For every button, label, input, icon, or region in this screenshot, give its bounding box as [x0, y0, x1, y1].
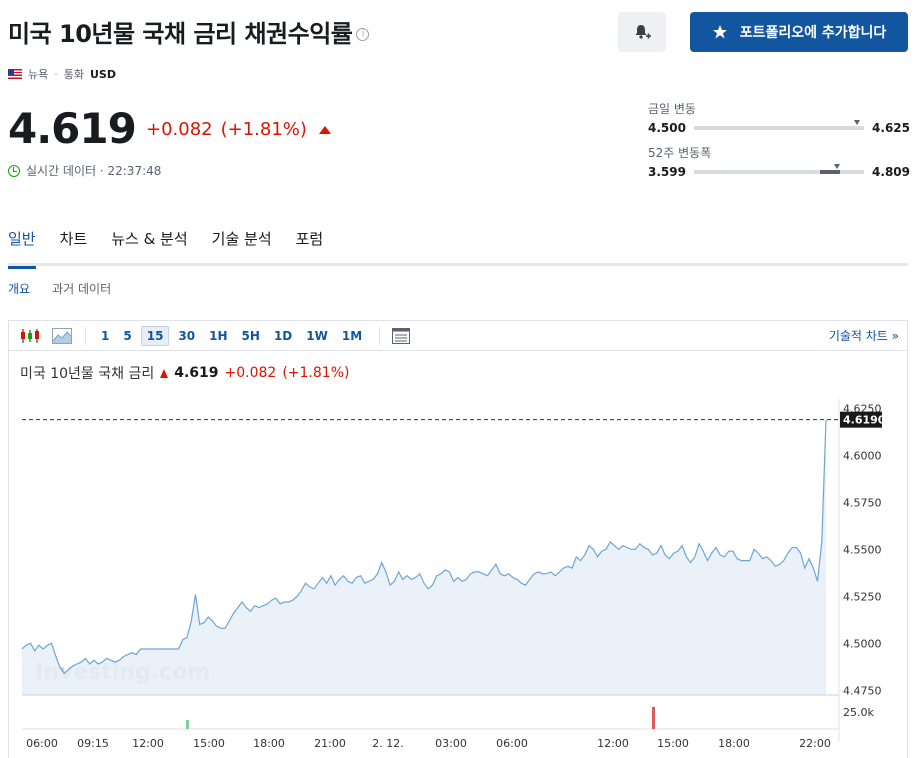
currency-label: 통화 [63, 68, 84, 81]
interval-1w[interactable]: 1W [306, 328, 328, 343]
main-tabs: 일반 차트 뉴스 & 분석 기술 분석 포럼 [8, 228, 908, 269]
chart-price: 4.619 [174, 365, 219, 381]
table-icon[interactable] [390, 327, 412, 345]
y-tick-label: 4.5500 [843, 543, 882, 556]
candlestick-icon[interactable] [19, 327, 41, 345]
week52-range-low: 3.599 [648, 165, 686, 179]
up-arrow-icon [160, 368, 169, 378]
day-range-bar [693, 120, 865, 130]
interval-5[interactable]: 5 [123, 328, 132, 343]
x-tick-label: 21:00 [314, 737, 346, 750]
last-price: 4.619 [8, 104, 137, 153]
x-tick-label: 06:00 [496, 737, 528, 750]
interval-30[interactable]: 30 [178, 328, 196, 343]
alert-button[interactable] [618, 12, 666, 52]
day-range-high: 4.625 [872, 121, 910, 135]
add-to-portfolio-label: 포트폴리오에 추가합니다 [739, 25, 887, 41]
x-tick-label: 09:15 [77, 737, 109, 750]
toolbar-divider [85, 326, 86, 345]
day-range-label: 금일 변동 [648, 102, 696, 116]
page-title: 미국 10년물 국채 금리 채권수익률 i [8, 14, 370, 49]
tab-overview[interactable]: 일반 [8, 228, 36, 269]
realtime-label: 실시간 데이터 · 22:37:48 [26, 164, 162, 178]
sub-tabs: 개요 과거 데이터 [8, 280, 111, 297]
volume-bar [652, 707, 655, 729]
x-tick-label: 18:00 [718, 737, 750, 750]
y-tick-label: 4.5750 [843, 496, 882, 509]
chart-instrument-name: 미국 10년물 국채 금리 [20, 366, 155, 382]
x-tick-label: 22:00 [799, 737, 831, 750]
price-chart[interactable]: Investing.com4.62504.60004.57504.55004.5… [9, 321, 909, 758]
x-tick-label: 12:00 [132, 737, 164, 750]
last-value-label: 4.6190 [843, 414, 886, 427]
chart-widget: 1 5 15 30 1H 5H 1D 1W 1M 기술적 차트 » 미국 10년… [8, 320, 908, 758]
add-to-portfolio-button[interactable]: 포트폴리오에 추가합니다 [690, 12, 908, 52]
week52-range-high: 4.809 [872, 165, 910, 179]
x-tick-label: 15:00 [657, 737, 689, 750]
interval-1[interactable]: 1 [101, 328, 110, 343]
week52-range-fill [819, 170, 841, 174]
day-range-marker [854, 120, 861, 125]
y-tick-label: 4.6000 [843, 449, 882, 462]
last-value-box [840, 411, 882, 428]
tab-technical-analysis[interactable]: 기술 분석 [211, 230, 272, 248]
y-tick-label: 4.5000 [843, 637, 882, 650]
subtab-historical-data[interactable]: 과거 데이터 [52, 282, 112, 296]
chart-toolbar: 1 5 15 30 1H 5H 1D 1W 1M 기술적 차트 » [9, 321, 907, 351]
currency-value: USD [90, 67, 116, 81]
day-range-low: 4.500 [648, 121, 686, 135]
up-arrow-icon [318, 125, 331, 134]
chart-legend: 미국 10년물 국채 금리 4.619 +0.082 (+1.81%) [20, 363, 349, 383]
interval-1h[interactable]: 1H [209, 328, 228, 343]
subtab-summary[interactable]: 개요 [8, 282, 31, 296]
tab-news-analysis[interactable]: 뉴스 & 분석 [111, 230, 188, 248]
day-range: 금일 변동 4.500 4.625 [648, 100, 910, 135]
price-change: +0.082 (+1.81%) [146, 119, 331, 140]
week52-range-label: 52주 변동폭 [648, 146, 712, 160]
change-percent: (+1.81%) [220, 119, 307, 140]
star-icon [712, 25, 727, 39]
x-tick-label: 18:00 [253, 737, 285, 750]
area-chart-icon[interactable] [51, 327, 73, 345]
technical-chart-link[interactable]: 기술적 차트 » [828, 329, 899, 343]
meta-separator: · [54, 67, 58, 81]
x-tick-label: 2. 12. [372, 737, 404, 750]
us-flag-icon [8, 69, 22, 79]
interval-15[interactable]: 15 [140, 325, 170, 346]
y-tick-label: 4.4750 [843, 684, 882, 697]
interval-1m[interactable]: 1M [341, 328, 363, 343]
x-tick-label: 06:00 [26, 737, 58, 750]
x-tick-label: 12:00 [597, 737, 629, 750]
week52-range: 52주 변동폭 3.599 4.809 [648, 144, 910, 179]
bell-plus-icon [635, 25, 651, 39]
week52-range-marker [833, 164, 840, 169]
volume-tick-label: 25.0k [843, 706, 874, 719]
instrument-meta: 뉴욕 · 통화 USD [8, 66, 116, 82]
interval-1d[interactable]: 1D [273, 328, 293, 343]
series-area [22, 419, 826, 695]
x-tick-label: 03:00 [435, 737, 467, 750]
exchange-label: 뉴욕 [28, 68, 49, 81]
change-value: +0.082 [146, 119, 213, 140]
y-tick-label: 4.5250 [843, 590, 882, 603]
x-tick-label: 15:00 [193, 737, 225, 750]
tab-forum[interactable]: 포럼 [295, 230, 324, 248]
series-line [21, 419, 827, 675]
info-icon[interactable]: i [356, 28, 370, 41]
volume-bar [186, 720, 189, 729]
tab-chart[interactable]: 차트 [59, 230, 88, 248]
clock-icon [8, 164, 20, 177]
chart-change: +0.082 [224, 365, 277, 381]
week52-range-bar [693, 164, 865, 174]
toolbar-divider [379, 326, 381, 345]
chart-change-percent: (+1.81%) [282, 365, 350, 381]
interval-5h[interactable]: 5H [241, 328, 260, 343]
realtime-status: 실시간 데이터 · 22:37:48 [8, 162, 161, 179]
